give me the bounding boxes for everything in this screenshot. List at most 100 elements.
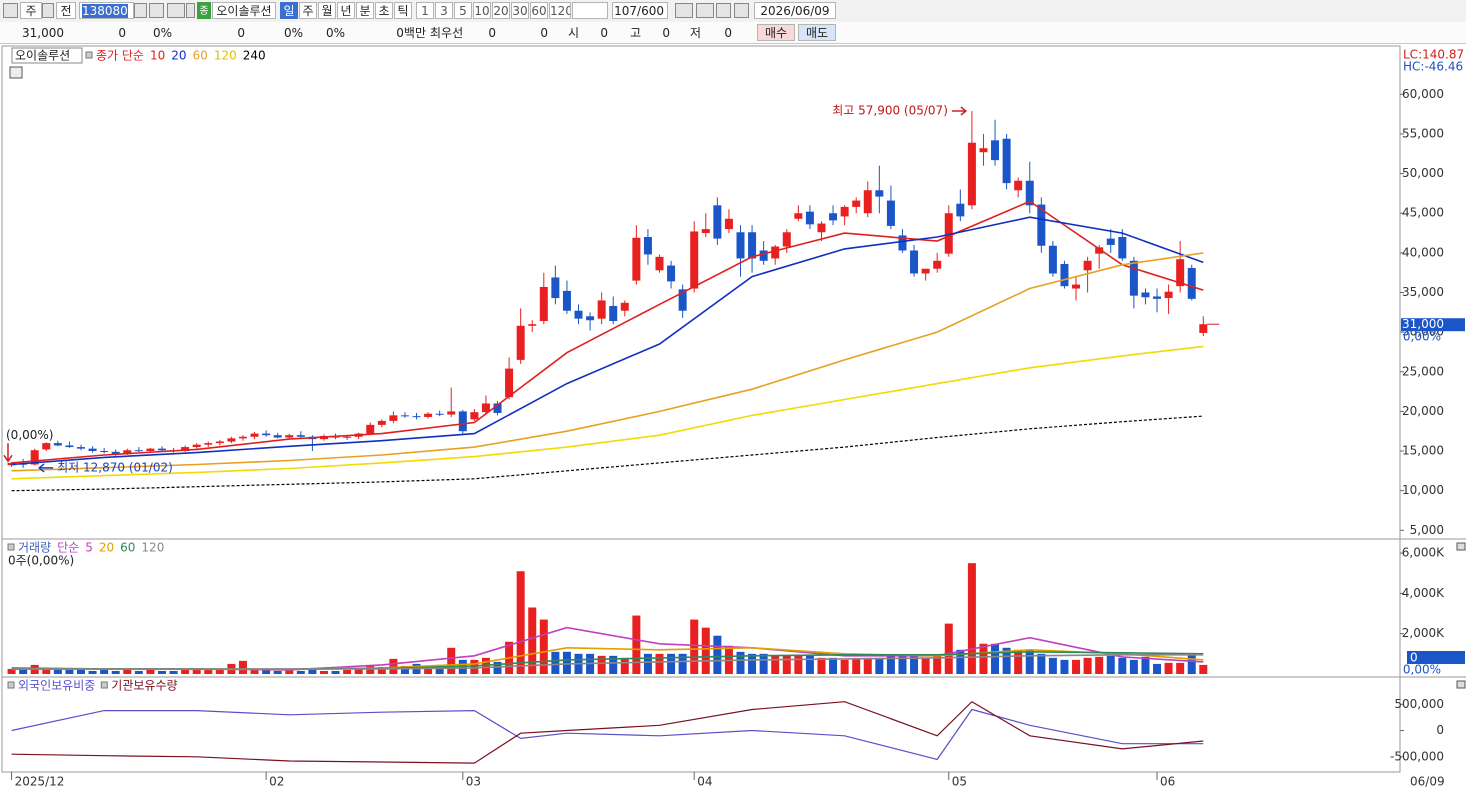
candle-body	[991, 140, 1000, 161]
volume-bar	[134, 670, 143, 674]
volume-bar	[250, 668, 259, 674]
candle-body	[956, 203, 965, 217]
save-icon[interactable]	[716, 3, 731, 18]
volume-bar	[1014, 649, 1023, 674]
interval-button[interactable]: 틱	[394, 2, 412, 19]
volume-bar	[435, 664, 444, 674]
code-dropdown[interactable]	[134, 3, 147, 18]
current-volume-box	[1407, 651, 1465, 664]
volume-bar	[1141, 656, 1150, 674]
candle-body	[632, 237, 641, 281]
volume-bar	[1025, 649, 1034, 674]
order-button[interactable]: 매수	[757, 24, 795, 41]
volume-bar	[539, 619, 548, 674]
volume-bar	[42, 667, 51, 674]
minute-button[interactable]: 5	[454, 2, 472, 19]
x-tick-label: 03	[466, 775, 481, 789]
ma-line	[11, 654, 1204, 670]
interval-button[interactable]: 주	[299, 2, 317, 19]
volume-bar	[100, 669, 109, 674]
calendar-icon[interactable]	[9, 66, 23, 79]
settings-icon[interactable]	[734, 3, 749, 18]
volume-bar	[1083, 657, 1092, 674]
prev-button[interactable]: 전	[56, 2, 76, 19]
volume-bar	[331, 670, 340, 674]
y-tick-label: 4,000K	[1402, 586, 1445, 600]
panel-button[interactable]	[1456, 680, 1466, 689]
search-button[interactable]	[149, 3, 164, 18]
minute-button[interactable]: 30	[511, 2, 529, 19]
candle-body	[262, 433, 271, 436]
volume-bar	[1002, 647, 1011, 674]
code-input[interactable]: 138080	[79, 2, 134, 19]
y-tick-label: -500,000	[1390, 749, 1444, 763]
volume-bar	[7, 668, 16, 674]
legend-label: 단순	[57, 541, 79, 555]
volume-bar	[400, 665, 409, 674]
order-button[interactable]: 매도	[798, 24, 836, 41]
x-tick-label: 05	[952, 775, 967, 789]
volume-bar	[76, 669, 85, 674]
x-tick-label: 2025/12	[15, 775, 65, 789]
volume-bar	[748, 653, 757, 674]
volume-bar	[643, 653, 652, 674]
volume-bar	[65, 669, 74, 674]
interval-button[interactable]: 년	[337, 2, 355, 19]
candle-body	[898, 235, 907, 251]
blank-select[interactable]	[572, 2, 608, 19]
dropdown-arrow[interactable]	[42, 3, 54, 18]
candle-body	[76, 447, 85, 449]
annotation-arrow	[37, 463, 54, 473]
minute-button[interactable]: 1	[416, 2, 434, 19]
quote-field: 고	[630, 26, 642, 40]
panel-button[interactable]	[1456, 542, 1466, 551]
x-end-label: 06/09	[1410, 775, 1445, 789]
candle-body	[1199, 324, 1208, 333]
candle-body	[204, 443, 213, 445]
minute-button[interactable]: 20	[492, 2, 510, 19]
interval-button[interactable]: 분	[356, 2, 374, 19]
candle-body	[1060, 263, 1069, 287]
candle-body	[979, 148, 988, 153]
layout-icon[interactable]	[3, 3, 18, 18]
stock-name[interactable]: 오이솔루션	[212, 2, 276, 19]
candle-body	[1072, 284, 1081, 289]
candle-body	[238, 436, 247, 439]
volume-bar	[759, 653, 768, 674]
volume-bar	[852, 658, 861, 674]
candle-body	[667, 265, 676, 282]
y-tick-label: 5,000	[1410, 523, 1444, 537]
interval-button[interactable]: 월	[318, 2, 336, 19]
candle-body	[1176, 259, 1185, 287]
candle-body	[181, 447, 190, 452]
period-select[interactable]: 주	[20, 2, 42, 19]
volume-bar	[736, 651, 745, 674]
candle-body	[678, 289, 687, 311]
volume-bar	[1060, 659, 1069, 674]
sound-button[interactable]	[167, 3, 185, 18]
candle-body	[910, 250, 919, 274]
minute-button[interactable]: 10	[473, 2, 491, 19]
date-input[interactable]: 2026/06/09	[754, 2, 836, 19]
minute-button[interactable]: 3	[435, 2, 453, 19]
sound-arrow[interactable]	[186, 3, 195, 18]
candle-body	[470, 412, 479, 420]
ma-line	[11, 252, 1204, 472]
quote-field: 0	[662, 26, 670, 40]
volume-bar	[273, 670, 282, 674]
candle-body	[100, 451, 109, 453]
interval-button[interactable]: 초	[375, 2, 393, 19]
candle-body	[134, 450, 143, 452]
candle-body	[273, 435, 282, 438]
volume-bar	[88, 670, 97, 674]
interval-button[interactable]: 일	[280, 2, 298, 19]
volume-bar	[771, 655, 780, 674]
minute-button[interactable]: 60	[530, 2, 548, 19]
quote-field: 0%	[325, 26, 345, 40]
ma-line	[11, 200, 1204, 464]
tool-icon[interactable]	[696, 3, 714, 18]
minute-button[interactable]: 120	[549, 2, 571, 19]
tool-icon[interactable]	[675, 3, 693, 18]
